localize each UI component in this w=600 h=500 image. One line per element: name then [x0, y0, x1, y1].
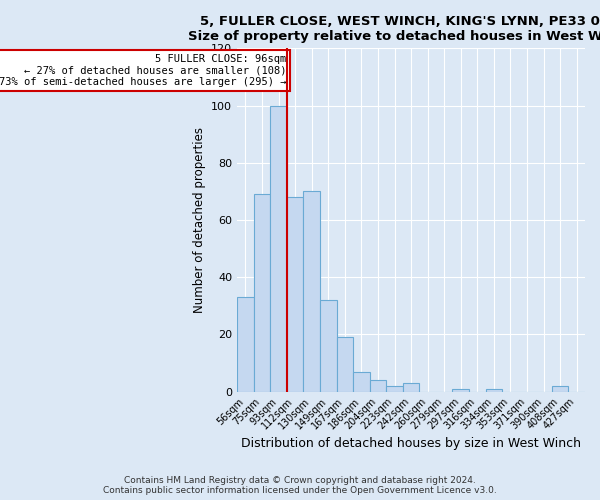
Bar	[552, 386, 568, 392]
X-axis label: Distribution of detached houses by size in West Winch: Distribution of detached houses by size …	[241, 437, 581, 450]
Bar	[337, 338, 353, 392]
Bar	[370, 380, 386, 392]
Y-axis label: Number of detached properties: Number of detached properties	[193, 127, 206, 313]
Title: 5, FULLER CLOSE, WEST WINCH, KING'S LYNN, PE33 0UD
Size of property relative to : 5, FULLER CLOSE, WEST WINCH, KING'S LYNN…	[188, 15, 600, 43]
Bar	[452, 389, 469, 392]
Text: 5 FULLER CLOSE: 96sqm
← 27% of detached houses are smaller (108)
73% of semi-det: 5 FULLER CLOSE: 96sqm ← 27% of detached …	[0, 54, 286, 88]
Bar	[287, 197, 304, 392]
Bar	[304, 192, 320, 392]
Bar	[386, 386, 403, 392]
Bar	[485, 389, 502, 392]
Bar	[403, 383, 419, 392]
Bar	[353, 372, 370, 392]
Text: Contains HM Land Registry data © Crown copyright and database right 2024.
Contai: Contains HM Land Registry data © Crown c…	[103, 476, 497, 495]
Bar	[237, 298, 254, 392]
Bar	[320, 300, 337, 392]
Bar	[254, 194, 271, 392]
Bar	[271, 106, 287, 392]
